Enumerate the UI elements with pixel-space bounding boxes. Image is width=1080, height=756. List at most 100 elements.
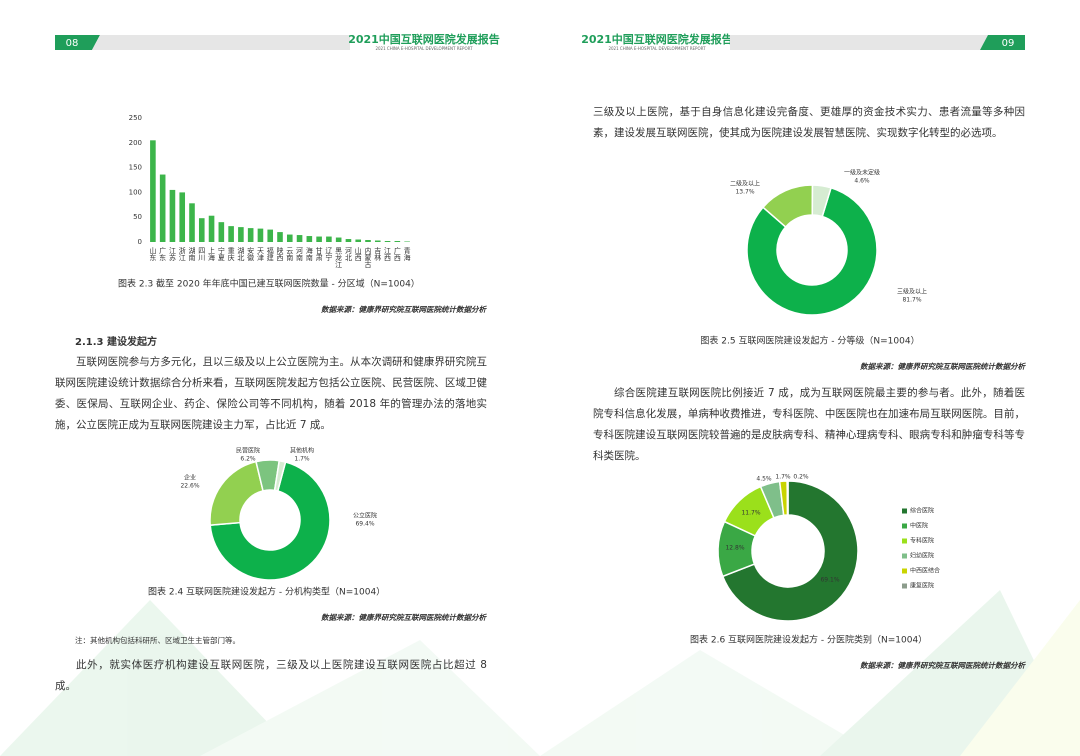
legend-label: 中医院 bbox=[910, 522, 928, 530]
bar bbox=[159, 174, 166, 242]
value-label: 69.1% bbox=[820, 577, 839, 584]
x-tick-label: 江西 bbox=[384, 247, 392, 262]
legend-label: 综合医院 bbox=[910, 507, 934, 515]
bar bbox=[335, 237, 342, 242]
x-tick-label: 甘肃 bbox=[315, 246, 323, 262]
paragraph: 此外，就实体医疗机构建设互联网医院，三级及以上医院建设互联网医院占比超过 8 成… bbox=[55, 659, 487, 692]
x-tick-label: 黑龙江 bbox=[335, 247, 343, 269]
page-tab bbox=[980, 35, 1025, 50]
donut-segment bbox=[209, 460, 264, 526]
page-number: 09 bbox=[1002, 38, 1015, 49]
value-label: 12.8% bbox=[725, 545, 744, 552]
x-tick-label: 河北 bbox=[344, 247, 352, 262]
bar bbox=[326, 236, 332, 242]
bar bbox=[208, 215, 215, 242]
bar bbox=[296, 235, 303, 242]
donut-segment bbox=[786, 480, 789, 516]
figure-caption: 图表 2.5 互联网医院建设发起方 - 分等级（N=1004） bbox=[700, 335, 919, 347]
donut-segment bbox=[811, 184, 832, 218]
x-tick-label: 海南 bbox=[305, 246, 313, 261]
bar bbox=[198, 218, 205, 242]
bar bbox=[228, 226, 234, 242]
page-tab bbox=[55, 35, 100, 50]
segment-name: 二级及以上 bbox=[730, 180, 760, 188]
background bbox=[0, 590, 1080, 756]
figure-source: 数据来源：健康界研究院互联网医院统计数据分析 bbox=[860, 362, 1026, 371]
bar bbox=[257, 228, 264, 242]
value-label: 11.7% bbox=[741, 510, 760, 517]
value-label: 1.7% bbox=[775, 474, 791, 481]
report-title: 2021中国互联网医院发展报告 bbox=[348, 32, 500, 46]
segment-name: 三级及以上 bbox=[897, 288, 927, 296]
x-tick-label: 湖北 bbox=[237, 246, 245, 262]
donut-segment bbox=[273, 459, 287, 492]
value-label: 13.7% bbox=[735, 189, 754, 196]
bar bbox=[150, 140, 156, 242]
legend-swatch bbox=[902, 508, 907, 514]
legend-swatch bbox=[902, 538, 907, 544]
figure-source: 数据来源：健康界研究院互联网医院统计数据分析 bbox=[321, 305, 487, 314]
value-label: 22.6% bbox=[180, 483, 199, 490]
donut-segment bbox=[209, 461, 331, 581]
donut-segment bbox=[746, 186, 878, 316]
bar bbox=[374, 240, 381, 242]
x-tick-label: 陕西 bbox=[276, 246, 284, 262]
y-tick-label: 250 bbox=[129, 114, 142, 122]
report-title: 2021中国互联网医院发展报告 bbox=[581, 32, 733, 46]
section-heading: 2.1.3 建设发起方 bbox=[75, 335, 157, 348]
value-label: 1.7% bbox=[294, 456, 310, 463]
x-tick-label: 浙江 bbox=[178, 246, 186, 262]
bar bbox=[189, 203, 195, 242]
donut-segment bbox=[721, 480, 859, 622]
paragraph: 互联网医院参与方多元化，且以三级及以上公立医院为主。从本次调研和健康界研究院互联… bbox=[55, 356, 487, 431]
bar bbox=[169, 189, 176, 242]
x-tick-label: 安徽 bbox=[247, 246, 255, 262]
paragraph: 三级及以上医院，基于自身信息化建设完备度、更雄厚的资金技术实力、患者流量等多种因… bbox=[593, 106, 1025, 139]
x-tick-label: 湖南 bbox=[188, 246, 196, 261]
legend-label: 妇幼医院 bbox=[910, 552, 934, 560]
bar bbox=[286, 234, 293, 242]
bar bbox=[238, 227, 244, 242]
legend-swatch bbox=[902, 583, 907, 589]
bar bbox=[306, 236, 313, 242]
x-tick-label: 内蒙古 bbox=[364, 246, 372, 269]
x-tick-label: 四川 bbox=[198, 247, 206, 261]
legend-label: 中西医结合 bbox=[910, 567, 940, 575]
value-label: 81.7% bbox=[902, 297, 921, 304]
x-tick-label: 江苏 bbox=[168, 247, 176, 262]
note: 注：其他机构包括科研所、区域卫生主管部门等。 bbox=[75, 635, 240, 645]
y-tick-label: 0 bbox=[138, 238, 142, 246]
bar bbox=[394, 241, 401, 242]
figure-source: 数据来源：健康界研究院互联网医院统计数据分析 bbox=[321, 613, 487, 622]
bar bbox=[316, 236, 322, 242]
figure-caption: 图表 2.6 互联网医院建设发起方 - 分医院类别（N=1004） bbox=[690, 634, 927, 646]
x-tick-label: 青海 bbox=[403, 246, 411, 262]
value-label: 69.4% bbox=[355, 521, 374, 528]
legend-swatch bbox=[902, 568, 907, 574]
bar bbox=[218, 222, 225, 242]
value-label: 4.6% bbox=[854, 178, 870, 185]
segment-name: 公立医院 bbox=[353, 512, 377, 520]
header-bar bbox=[730, 35, 988, 50]
x-tick-label: 宁夏 bbox=[217, 246, 225, 261]
bar bbox=[384, 241, 391, 242]
legend-label: 专科医院 bbox=[910, 537, 934, 545]
figure-caption: 图表 2.3 截至 2020 年年底中国已建互联网医院数量 - 分区域（N=10… bbox=[118, 278, 420, 290]
legend-swatch bbox=[902, 523, 907, 529]
x-tick-label: 广西 bbox=[393, 246, 401, 262]
value-label: 6.2% bbox=[240, 456, 256, 463]
bar bbox=[277, 232, 283, 242]
x-tick-label: 天津 bbox=[256, 247, 264, 262]
report-subtitle: 2021 CHINA E-HOSPITAL DEVELOPMENT REPORT bbox=[608, 46, 706, 51]
figure-caption: 图表 2.4 互联网医院建设发起方 - 分机构类型（N=1004） bbox=[148, 586, 385, 598]
segment-name: 其他机构 bbox=[290, 447, 314, 455]
bar bbox=[355, 239, 362, 242]
bar bbox=[345, 239, 352, 242]
bar bbox=[267, 229, 274, 242]
x-tick-label: 山东 bbox=[149, 246, 157, 261]
x-tick-label: 吉林 bbox=[374, 247, 382, 262]
x-tick-label: 山西 bbox=[354, 246, 362, 262]
value-label: 4.5% bbox=[756, 476, 772, 483]
